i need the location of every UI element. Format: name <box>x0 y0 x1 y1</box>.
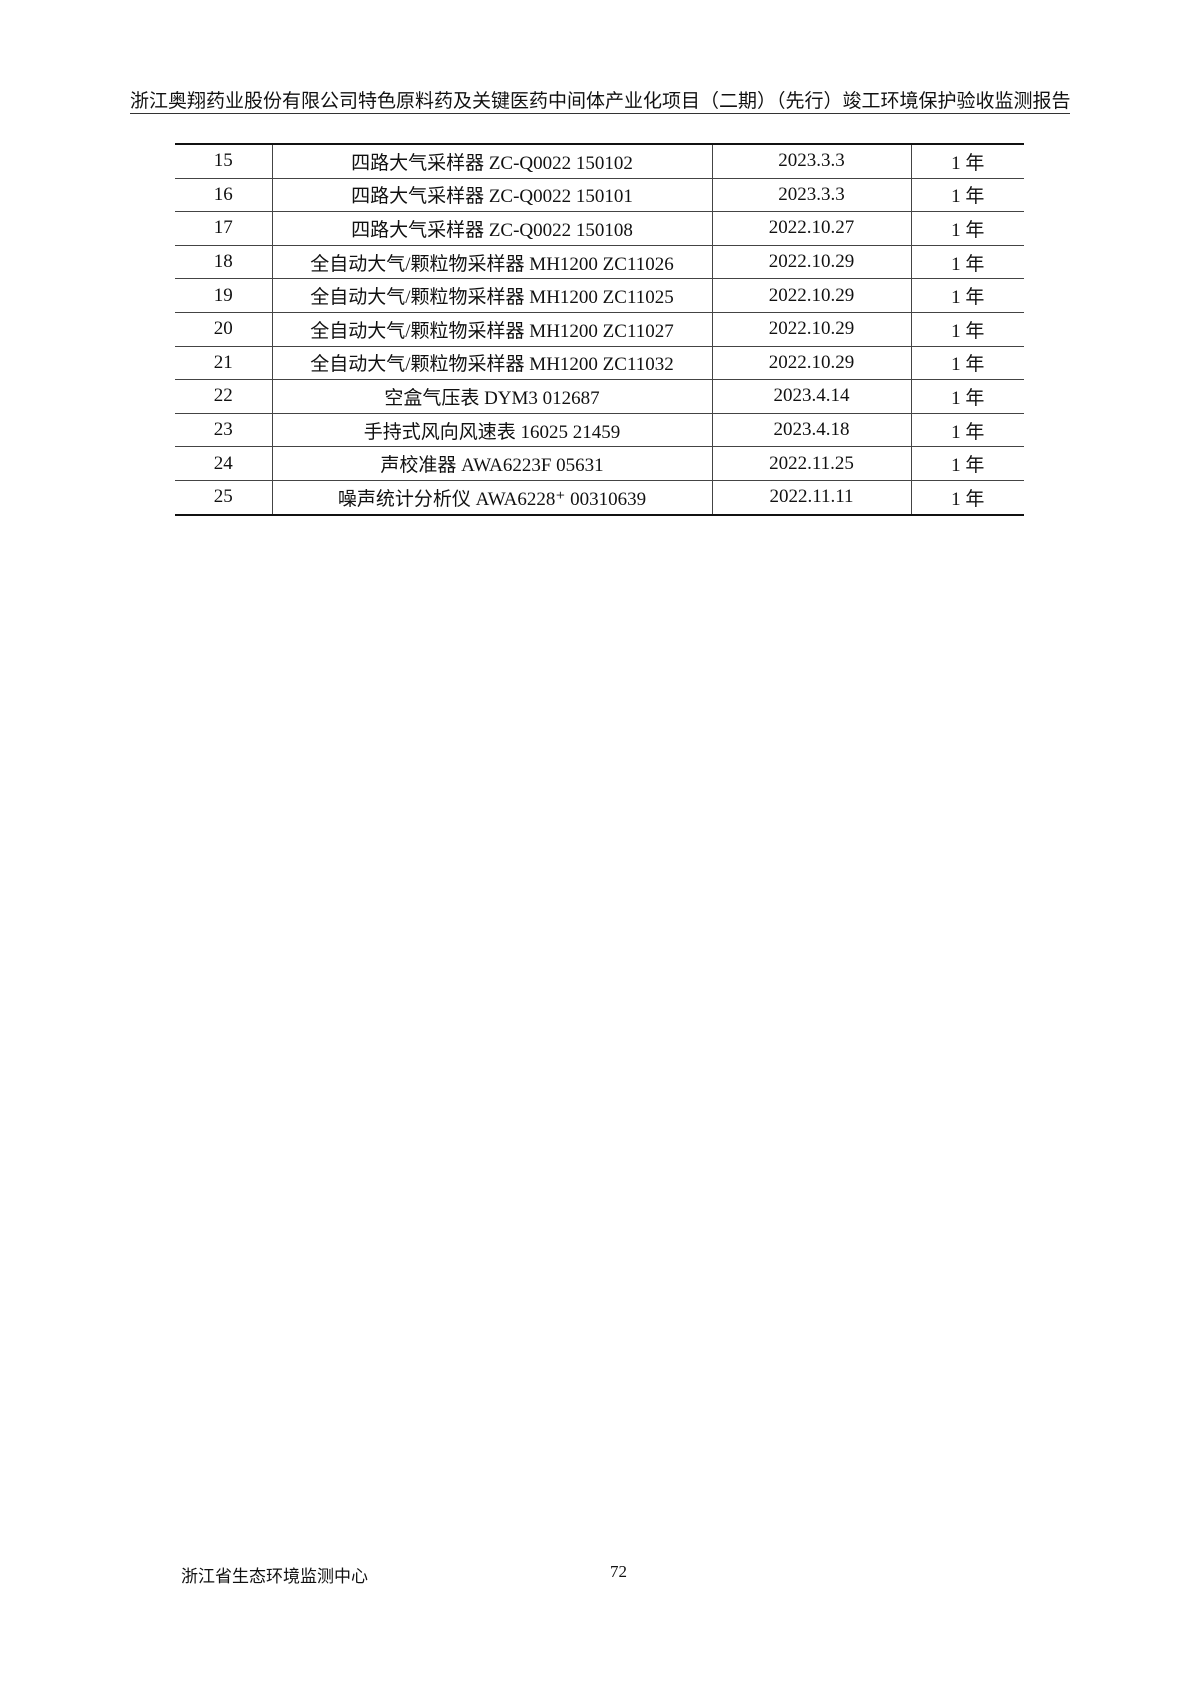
table-row: 25 噪声统计分析仪 AWA6228⁺ 00310639 2022.11.11 1 年 <box>175 479 1024 515</box>
validity-period: 1 年 <box>910 177 1024 212</box>
calibration-date: 2022.10.27 <box>711 211 911 246</box>
row-number: 19 <box>175 278 272 313</box>
table-row: 24 声校准器 AWA6223F 05631 2022.11.25 1 年 <box>175 446 1024 481</box>
instrument-name: 全自动大气/颗粒物采样器 MH1200 ZC11027 <box>271 311 712 347</box>
instrument-name: 手持式风向风速表 16025 21459 <box>271 412 712 447</box>
calibration-date: 2023.4.18 <box>711 412 911 447</box>
calibration-date: 2023.3.3 <box>711 144 911 179</box>
table-row: 23 手持式风向风速表 16025 21459 2023.4.18 1 年 <box>175 412 1024 447</box>
instrument-name: 全自动大气/颗粒物采样器 MH1200 ZC11025 <box>271 278 712 313</box>
instrument-name: 四路大气采样器 ZC-Q0022 150102 <box>271 144 712 179</box>
header-rule <box>130 113 1070 114</box>
validity-period: 1 年 <box>910 479 1024 515</box>
row-number: 23 <box>175 412 272 447</box>
instrument-name: 全自动大气/颗粒物采样器 MH1200 ZC11032 <box>271 345 712 380</box>
calibration-date: 2022.10.29 <box>711 311 911 347</box>
instrument-name: 噪声统计分析仪 AWA6228⁺ 00310639 <box>271 479 712 515</box>
footer-org: 浙江省生态环境监测中心 <box>181 1567 368 1586</box>
calibration-date: 2022.11.11 <box>711 479 911 515</box>
table-row: 20 全自动大气/颗粒物采样器 MH1200 ZC11027 2022.10.29 1… <box>175 311 1024 347</box>
table-row: 16 四路大气采样器 ZC-Q0022 150101 2023.3.3 1 年 <box>175 177 1024 212</box>
row-number: 25 <box>175 479 272 515</box>
row-number: 17 <box>175 211 272 246</box>
validity-period: 1 年 <box>910 345 1024 380</box>
row-number: 21 <box>175 345 272 380</box>
calibration-date: 2022.10.29 <box>711 244 911 279</box>
instrument-name: 四路大气采样器 ZC-Q0022 150108 <box>271 211 712 246</box>
instrument-name: 声校准器 AWA6223F 05631 <box>271 446 712 481</box>
validity-period: 1 年 <box>910 311 1024 347</box>
validity-period: 1 年 <box>910 446 1024 481</box>
instrument-name: 四路大气采样器 ZC-Q0022 150101 <box>271 177 712 212</box>
instrument-name: 空盒气压表 DYM3 012687 <box>271 379 712 414</box>
row-number: 16 <box>175 177 272 212</box>
row-number: 20 <box>175 311 272 347</box>
validity-period: 1 年 <box>910 412 1024 447</box>
row-number: 22 <box>175 379 272 414</box>
table-row: 18 全自动大气/颗粒物采样器 MH1200 ZC11026 2022.10.29 1… <box>175 244 1024 279</box>
calibration-date: 2022.10.29 <box>711 345 911 380</box>
validity-period: 1 年 <box>910 211 1024 246</box>
calibration-date: 2023.3.3 <box>711 177 911 212</box>
header-title: 浙江奥翔药业股份有限公司特色原料药及关键医药中间体产业化项目（二期）（先行）竣工… <box>130 91 1071 112</box>
page-number: 72 <box>610 1562 627 1581</box>
table-row: 22 空盒气压表 DYM3 012687 2023.4.14 1 年 <box>175 379 1024 414</box>
validity-period: 1 年 <box>910 379 1024 414</box>
validity-period: 1 年 <box>910 144 1024 179</box>
row-number: 18 <box>175 244 272 279</box>
instrument-name: 全自动大气/颗粒物采样器 MH1200 ZC11026 <box>271 244 712 279</box>
equipment-table: 15 四路大气采样器 ZC-Q0022 150102 2023.3.3 1 年 16 四路… <box>175 143 1024 516</box>
calibration-date: 2023.4.14 <box>711 379 911 414</box>
table-row: 21 全自动大气/颗粒物采样器 MH1200 ZC11032 2022.10.29 1… <box>175 345 1024 380</box>
table-row: 19 全自动大气/颗粒物采样器 MH1200 ZC11025 2022.10.29 1… <box>175 278 1024 313</box>
validity-period: 1 年 <box>910 244 1024 279</box>
validity-period: 1 年 <box>910 278 1024 313</box>
row-number: 24 <box>175 446 272 481</box>
table-row: 17 四路大气采样器 ZC-Q0022 150108 2022.10.27 1 年 <box>175 211 1024 246</box>
row-number: 15 <box>213 150 233 172</box>
table-row: 15 四路大气采样器 ZC-Q0022 150102 2023.3.3 1 年 <box>175 144 1024 179</box>
calibration-date: 2022.11.25 <box>711 446 911 481</box>
calibration-date: 2022.10.29 <box>711 278 911 313</box>
